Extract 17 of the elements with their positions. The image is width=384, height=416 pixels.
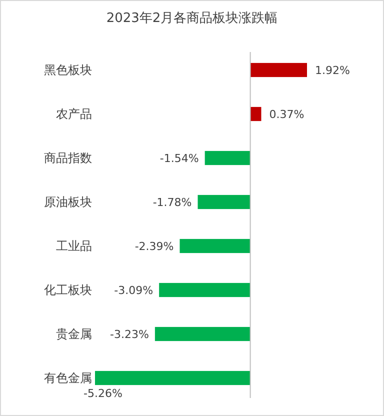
y-tick-label: 有色金属 — [44, 371, 92, 386]
data-label: -5.26% — [84, 387, 122, 400]
chart-title: 2023年2月各商品板块涨跌幅 — [106, 11, 278, 26]
data-label: -1.78% — [152, 196, 192, 209]
y-tick-label: 工业品 — [56, 239, 92, 254]
data-label: 1.92% — [315, 64, 350, 77]
y-tick-label: 原油板块 — [44, 195, 92, 210]
y-tick-label: 贵金属 — [56, 327, 92, 342]
y-tick-label: 化工板块 — [44, 283, 92, 298]
data-label: -1.54% — [160, 152, 199, 165]
data-label: -3.23% — [110, 328, 149, 341]
data-label: -3.09% — [114, 284, 154, 297]
y-tick-label: 黑色板块 — [44, 63, 92, 78]
data-label: -2.39% — [134, 240, 174, 253]
y-tick-label: 商品指数 — [44, 151, 92, 166]
data-label: 0.37% — [269, 108, 304, 121]
y-tick-label: 农产品 — [56, 107, 92, 122]
